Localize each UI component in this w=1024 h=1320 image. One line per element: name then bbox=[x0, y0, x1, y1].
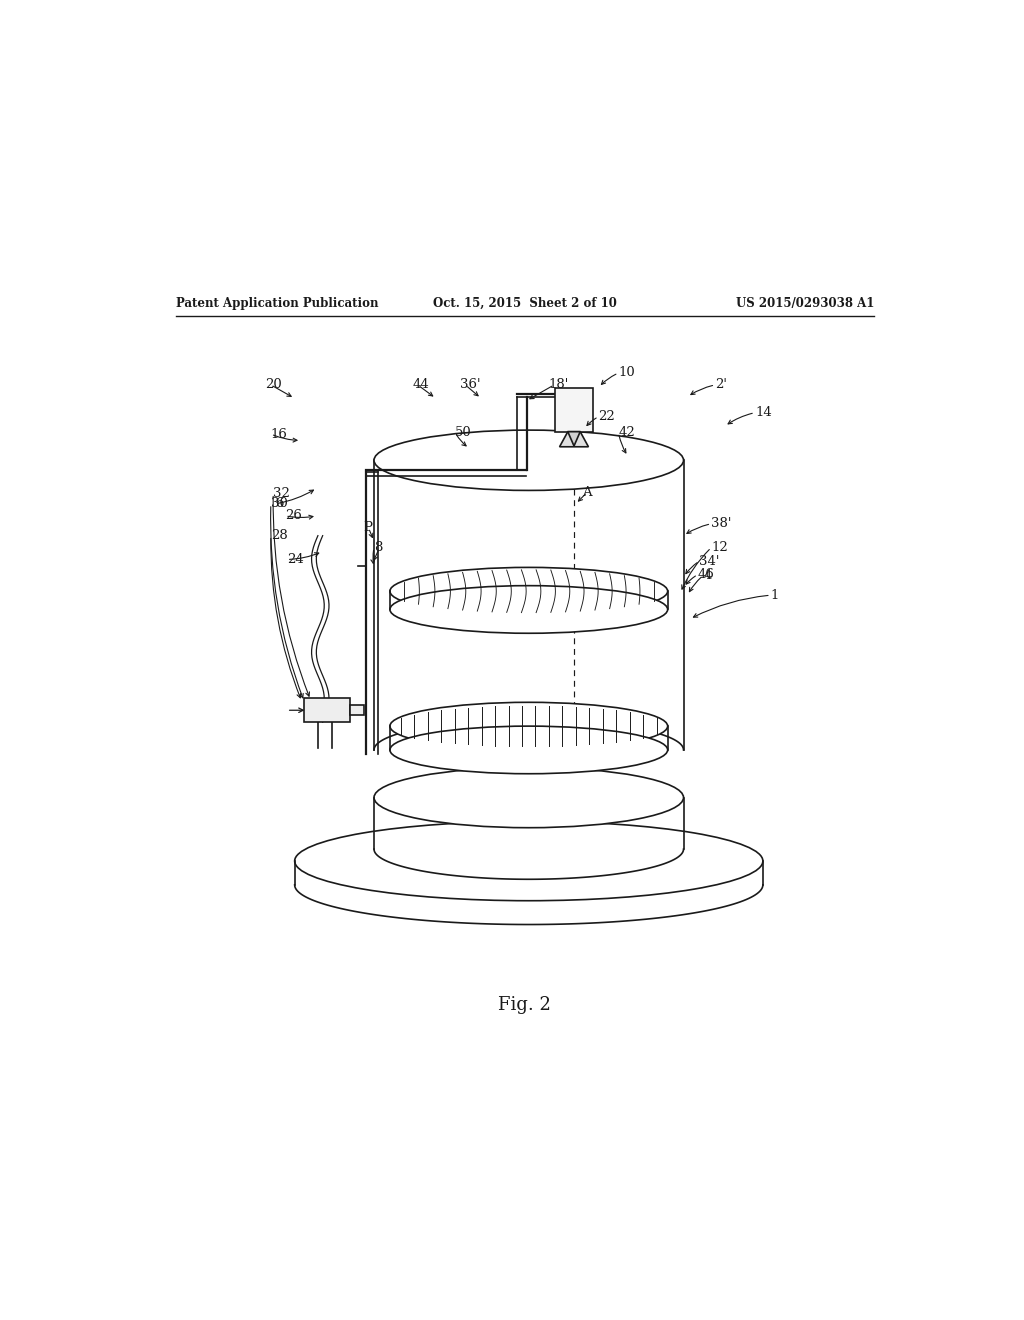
Text: 36': 36' bbox=[460, 379, 480, 391]
Text: 6: 6 bbox=[274, 498, 284, 511]
Text: 26: 26 bbox=[285, 510, 302, 523]
Text: 4: 4 bbox=[703, 569, 712, 582]
Text: 42: 42 bbox=[618, 426, 635, 440]
Text: 32: 32 bbox=[273, 487, 290, 500]
Text: 30: 30 bbox=[270, 498, 288, 511]
Ellipse shape bbox=[295, 821, 763, 900]
Bar bbox=[350, 705, 365, 715]
Text: P: P bbox=[362, 521, 372, 535]
Ellipse shape bbox=[390, 726, 668, 774]
Ellipse shape bbox=[374, 430, 684, 491]
Text: 12: 12 bbox=[712, 541, 728, 554]
Text: 16: 16 bbox=[270, 428, 288, 441]
Polygon shape bbox=[568, 432, 581, 446]
Text: 22: 22 bbox=[599, 411, 615, 424]
Text: 46: 46 bbox=[697, 568, 715, 581]
Text: A: A bbox=[582, 486, 592, 499]
Text: US 2015/0293038 A1: US 2015/0293038 A1 bbox=[735, 297, 873, 310]
Text: 2': 2' bbox=[715, 379, 727, 391]
Text: 50: 50 bbox=[455, 426, 472, 440]
Text: 14: 14 bbox=[755, 407, 772, 420]
Text: 8: 8 bbox=[374, 541, 382, 554]
Text: 44: 44 bbox=[412, 379, 429, 391]
Text: 38': 38' bbox=[712, 517, 732, 531]
Text: Fig. 2: Fig. 2 bbox=[499, 997, 551, 1015]
Text: Oct. 15, 2015  Sheet 2 of 10: Oct. 15, 2015 Sheet 2 of 10 bbox=[433, 297, 616, 310]
Text: 28: 28 bbox=[270, 529, 288, 543]
Text: 18': 18' bbox=[549, 379, 569, 391]
Bar bbox=[304, 698, 350, 722]
Text: Patent Application Publication: Patent Application Publication bbox=[176, 297, 378, 310]
Ellipse shape bbox=[390, 586, 668, 634]
Text: 10: 10 bbox=[618, 367, 635, 379]
Text: 1: 1 bbox=[771, 589, 779, 602]
Text: 24: 24 bbox=[287, 553, 303, 566]
Text: 20: 20 bbox=[265, 379, 282, 391]
Ellipse shape bbox=[390, 702, 668, 750]
Ellipse shape bbox=[374, 767, 684, 828]
Bar bbox=[555, 388, 593, 432]
Text: 34': 34' bbox=[699, 554, 720, 568]
Ellipse shape bbox=[390, 568, 668, 615]
Polygon shape bbox=[559, 432, 589, 446]
